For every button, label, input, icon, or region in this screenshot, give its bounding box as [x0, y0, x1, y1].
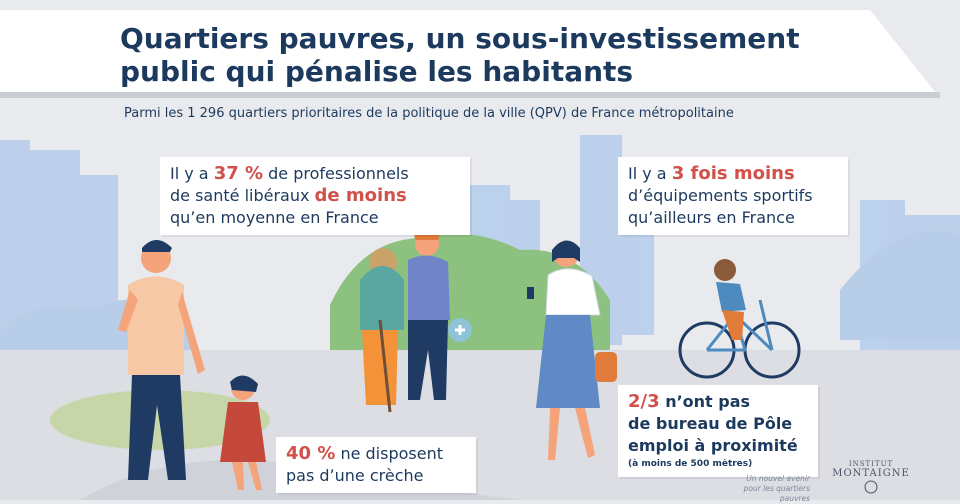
stat-health-professionals: Il y a 37 % de professionnels de santé l…: [160, 157, 470, 235]
stat-creche-line2: pas d’une crèche: [286, 466, 424, 485]
stat-health-line1: Il y a 37 % de professionnels: [170, 163, 460, 185]
page-title: Quartiers pauvres, un sous-investissemen…: [120, 22, 880, 88]
elderly-couple-figure: [360, 230, 472, 413]
stat-highlight: 3 fois moins: [671, 163, 795, 184]
stat-highlight: 40 %: [286, 443, 336, 464]
stat-text: n’ont pas: [659, 392, 751, 411]
stat-text: Il y a: [170, 164, 214, 183]
stat-text: Il y a: [628, 164, 672, 183]
title-banner: [0, 10, 940, 98]
stat-health-line2: de santé libéraux de moins: [170, 185, 460, 207]
stat-sports-line1: Il y a 3 fois moins: [628, 163, 838, 185]
stat-text: de professionnels: [263, 164, 409, 183]
logo-emblem-icon: [864, 480, 878, 494]
child-figure: [220, 375, 266, 490]
stat-pole-line2: de bureau de Pôle: [628, 414, 793, 433]
man-walking-figure: [118, 240, 205, 480]
institut-montaigne-logo: INSTITUT MONTAIGNE: [826, 460, 916, 498]
report-reference: Un nouvel avenir pour les quartiers pauv…: [720, 474, 810, 504]
stat-highlight: 2/3: [628, 391, 660, 412]
logo-line1: INSTITUT: [848, 460, 894, 468]
stat-text: ne disposent: [335, 444, 443, 463]
report-line1: Un nouvel avenir: [746, 474, 810, 483]
page-subtitle: Parmi les 1 296 quartiers prioritaires d…: [124, 106, 734, 121]
title-line-1: Quartiers pauvres, un sous-investissemen…: [120, 22, 800, 55]
woman-walking-figure: [527, 240, 617, 460]
stat-creche: 40 % ne disposent pas d’une crèche: [276, 437, 476, 493]
stat-creche-line1: 40 % ne disposent: [286, 443, 466, 465]
stat-sports-line2: d’équipements sportifs: [628, 186, 813, 205]
stat-highlight: de moins: [314, 185, 407, 206]
report-line2: pour les quartiers pauvres: [743, 484, 810, 503]
stat-highlight: 37 %: [213, 163, 264, 184]
stat-pole-emploi: 2/3 n’ont pas de bureau de Pôle emploi à…: [618, 385, 818, 477]
logo-line2: MONTAIGNE: [832, 468, 910, 479]
stat-sports-facilities: Il y a 3 fois moins d’équipements sporti…: [618, 157, 848, 235]
stat-sports-line3: qu’ailleurs en France: [628, 208, 795, 227]
stat-text: de santé libéraux: [170, 186, 315, 205]
title-line-2: public qui pénalise les habitants: [120, 55, 634, 88]
stat-health-line3: qu’en moyenne en France: [170, 208, 379, 227]
stat-pole-line3: emploi à proximité: [628, 436, 798, 455]
stat-pole-line1: 2/3 n’ont pas: [628, 391, 808, 413]
cyclist-figure: [678, 259, 801, 379]
stat-pole-note: (à moins de 500 mètres): [628, 459, 753, 469]
